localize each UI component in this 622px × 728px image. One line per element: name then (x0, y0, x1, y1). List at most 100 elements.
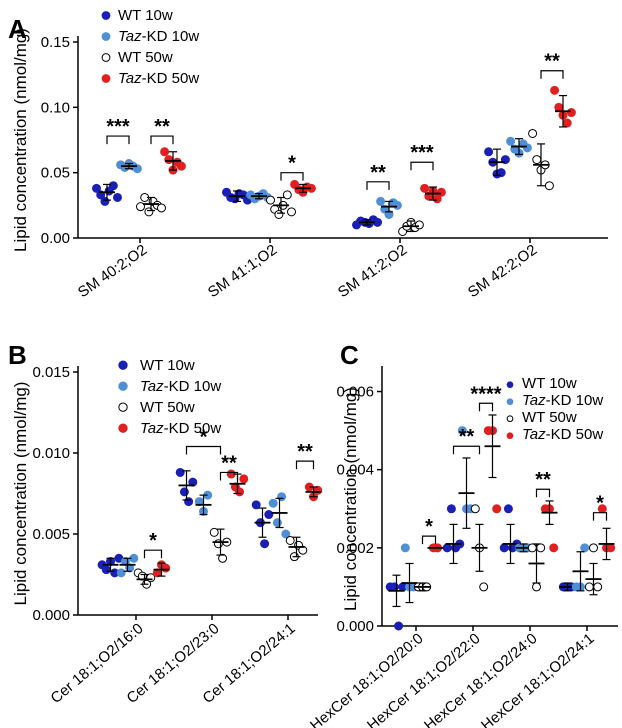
legend-label-rest: -KD 10w (164, 378, 222, 395)
data-point (544, 181, 554, 191)
panel-letter: C (340, 340, 359, 370)
significance-label: **** (470, 383, 501, 405)
y-tick-label: 0.002 (336, 540, 374, 557)
data-point (536, 543, 546, 553)
panel-letter: B (8, 340, 27, 370)
significance-bracket (366, 181, 390, 190)
data-point (593, 582, 603, 592)
data-point (470, 504, 480, 514)
significance-label: * (425, 516, 433, 538)
data-point (161, 563, 171, 573)
legend-marker (506, 432, 514, 440)
significance-bracket (410, 161, 434, 171)
legend-marker (506, 415, 514, 423)
data-point (420, 183, 430, 193)
data-point (274, 209, 284, 219)
significance-bracket (106, 135, 130, 145)
data-point (285, 535, 295, 545)
legend-marker (118, 402, 128, 412)
x-category-label: SM 41:2;O2 (335, 241, 410, 301)
legend-label-italic-part: Taz (118, 70, 142, 87)
data-point (235, 487, 245, 497)
significance-label: * (596, 493, 604, 515)
significance-bracket (535, 488, 551, 498)
data-point (522, 143, 532, 153)
significance-bracket (452, 445, 481, 455)
legend-marker (118, 360, 128, 370)
legend-marker (101, 32, 111, 41)
significance-bracket (540, 70, 564, 79)
legend-marker (506, 381, 514, 389)
x-category-label: SM 41:1;O2 (205, 241, 280, 301)
legend-label: Taz-KD 50w (118, 70, 199, 87)
data-point (101, 565, 111, 575)
panel-a: A 0.00 0.05 0.10 0.15 Lipid concentration (nm… (8, 7, 608, 301)
significance-bracket (478, 402, 494, 412)
significance-bracket (592, 512, 608, 521)
data-point (92, 183, 101, 193)
y-tick-label: 0.15 (41, 34, 70, 51)
data-point (532, 582, 541, 592)
legend-label: Taz-KD 10w (118, 28, 199, 45)
legend-label-rest: -KD 50w (164, 420, 222, 437)
data-point (446, 504, 456, 514)
significance-label: ** (297, 441, 313, 463)
data-point (176, 161, 186, 171)
data-point (175, 467, 185, 477)
x-category-label: SM 42:2;O2 (465, 241, 540, 301)
y-tick-label: 0.006 (336, 384, 374, 401)
data-point (251, 500, 261, 510)
data-point (414, 220, 424, 230)
legend-marker (101, 53, 111, 62)
data-point (376, 196, 386, 206)
data-point (562, 118, 572, 128)
significance-label: * (288, 153, 296, 175)
y-tick-label: 0.010 (32, 445, 70, 462)
data-point (394, 621, 404, 631)
panel-letter: A (8, 14, 27, 44)
data-point (281, 529, 291, 539)
data-point (606, 543, 616, 553)
data-point (503, 504, 513, 514)
data-point (554, 102, 564, 112)
data-point (550, 85, 560, 95)
data-point (282, 190, 292, 200)
data-point (116, 568, 126, 578)
legend-marker (506, 398, 514, 406)
significance-bracket (280, 172, 304, 181)
significance-bracket (421, 535, 437, 545)
significance-bracket (295, 460, 315, 470)
legend-label-rest: -KD 10w (546, 392, 604, 409)
y-tick-label: 0.015 (32, 364, 70, 381)
legend-label: Taz-KD 10w (140, 378, 221, 395)
y-tick-label: 0.00 (41, 230, 70, 247)
data-point (136, 202, 145, 212)
data-point (400, 543, 410, 553)
legend-label: WT 10w (522, 375, 577, 392)
data-point (108, 181, 118, 191)
significance-label: *** (410, 142, 434, 164)
legend-label-italic-part: Taz (140, 420, 164, 437)
data-point (287, 207, 296, 217)
y-axis-title: Lipid concentration (nmol/mg) (11, 28, 30, 252)
data-point (239, 474, 249, 484)
data-point (218, 553, 228, 563)
data-point (549, 543, 559, 553)
y-tick-label: 0.05 (41, 165, 70, 182)
data-point (392, 200, 402, 210)
y-axis-title: Lipid concentration (nmol/mg) (11, 382, 30, 606)
data-point (184, 497, 194, 507)
data-point (272, 518, 282, 528)
legend-label: Taz-KD 10w (522, 392, 603, 409)
data-point (566, 108, 576, 118)
legend-label-rest: -KD 50w (142, 70, 200, 87)
significance-label: ** (459, 426, 475, 448)
legend-label-italic-part: Taz (140, 378, 164, 395)
significance-label: ** (370, 162, 386, 184)
significance-bracket (219, 471, 239, 481)
data-point (266, 195, 275, 205)
legend-label: WT 10w (118, 7, 173, 24)
